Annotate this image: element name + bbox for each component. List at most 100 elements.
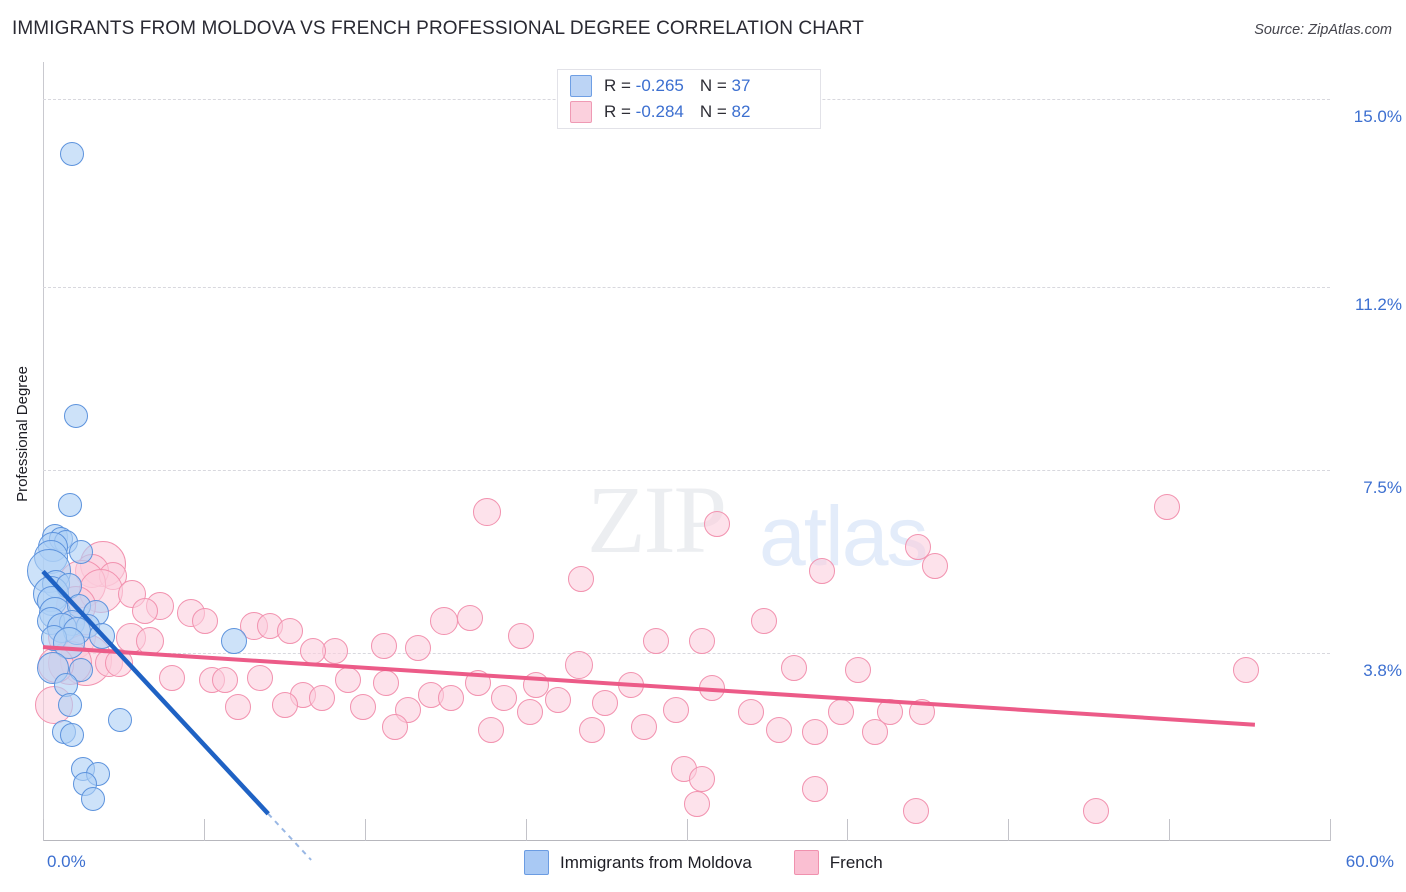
data-point[interactable]	[108, 707, 133, 732]
x-axis-tick	[204, 819, 205, 841]
trend-lines-layer	[41, 569, 1256, 861]
x-axis-min-label: 0.0%	[47, 852, 86, 871]
data-point[interactable]	[591, 689, 618, 716]
data-point[interactable]	[68, 539, 93, 564]
data-point[interactable]	[478, 716, 505, 743]
data-point[interactable]	[684, 790, 711, 817]
data-point[interactable]	[568, 565, 595, 592]
trend-line-moldova	[41, 569, 270, 816]
data-point[interactable]	[750, 607, 777, 634]
data-point[interactable]	[57, 492, 82, 517]
series-legend: Immigrants from Moldova French	[524, 850, 925, 875]
source-attribution: Source: ZipAtlas.com	[1254, 22, 1392, 38]
plot-area: ZIP atlas	[27, 62, 1331, 861]
gridline	[43, 470, 1330, 472]
data-point[interactable]	[508, 622, 535, 649]
data-point[interactable]	[491, 684, 518, 711]
data-point[interactable]	[381, 714, 408, 741]
data-point[interactable]	[81, 786, 106, 811]
data-point[interactable]	[765, 716, 792, 743]
x-axis-tick	[847, 819, 848, 841]
data-point[interactable]	[300, 637, 327, 664]
data-point[interactable]	[579, 716, 606, 743]
data-point[interactable]	[430, 606, 459, 635]
data-point[interactable]	[1083, 798, 1110, 825]
stats-r-value-french: -0.284	[635, 102, 684, 121]
data-point[interactable]	[276, 617, 303, 644]
page-title: IMMIGRANTS FROM MOLDOVA VS FRENCH PROFES…	[12, 18, 864, 39]
data-point[interactable]	[643, 627, 670, 654]
legend-swatch-french	[793, 850, 819, 875]
data-point[interactable]	[394, 696, 421, 723]
stats-swatch-french	[570, 101, 592, 123]
data-point[interactable]	[136, 626, 165, 655]
y-axis-title: Professional Degree	[14, 366, 31, 502]
y-axis-tick-label: 15.0%	[1353, 107, 1402, 127]
stats-text-french: R = -0.284 N = 82	[604, 102, 751, 121]
stats-text-moldova: R = -0.265 N = 37	[604, 76, 751, 95]
stats-row-french: R = -0.284 N = 82	[570, 99, 750, 125]
data-point[interactable]	[544, 687, 571, 714]
data-point[interactable]	[688, 766, 715, 793]
data-point[interactable]	[630, 714, 657, 741]
x-axis-tick	[1169, 819, 1170, 841]
data-point[interactable]	[118, 579, 147, 608]
data-point[interactable]	[845, 657, 872, 684]
data-point[interactable]	[802, 719, 829, 746]
data-point[interactable]	[212, 667, 239, 694]
data-point[interactable]	[437, 684, 464, 711]
data-point[interactable]	[349, 694, 376, 721]
x-axis-tick	[365, 819, 366, 841]
x-axis-tick	[1008, 819, 1009, 841]
data-point[interactable]	[688, 627, 715, 654]
x-axis-tick	[526, 819, 527, 841]
stats-r-value-moldova: -0.265	[635, 76, 684, 95]
data-point[interactable]	[1233, 657, 1260, 684]
data-point[interactable]	[802, 776, 829, 803]
data-point[interactable]	[131, 598, 158, 624]
data-point[interactable]	[903, 798, 929, 825]
data-point[interactable]	[59, 722, 84, 747]
data-point[interactable]	[516, 699, 543, 726]
data-point[interactable]	[57, 692, 82, 717]
data-point[interactable]	[808, 558, 835, 585]
data-point[interactable]	[922, 553, 949, 580]
data-point[interactable]	[703, 511, 730, 538]
data-point[interactable]	[473, 498, 501, 527]
y-axis-tick-label: 7.5%	[1363, 478, 1402, 498]
data-point[interactable]	[272, 691, 299, 718]
stats-n-value-moldova: 37	[731, 76, 751, 95]
x-axis-line	[43, 840, 1330, 841]
data-point[interactable]	[662, 696, 689, 723]
data-point[interactable]	[456, 605, 483, 632]
data-point[interactable]	[220, 627, 247, 654]
data-point[interactable]	[225, 694, 252, 721]
data-point[interactable]	[565, 651, 594, 680]
data-point[interactable]	[191, 607, 218, 634]
data-point[interactable]	[59, 141, 84, 166]
data-point[interactable]	[737, 699, 764, 726]
data-point[interactable]	[405, 635, 432, 662]
y-axis-tick-label: 11.2%	[1355, 295, 1402, 315]
stats-n-value-french: 82	[731, 102, 751, 121]
data-point[interactable]	[1153, 494, 1180, 521]
data-point[interactable]	[371, 632, 398, 659]
trend-line-french	[42, 645, 1256, 727]
data-point[interactable]	[827, 699, 854, 726]
legend-label-moldova: Immigrants from Moldova	[560, 852, 752, 872]
x-axis-max-label: 60.0%	[1345, 852, 1394, 871]
data-point[interactable]	[780, 654, 807, 681]
data-point[interactable]	[64, 403, 89, 428]
legend-item-moldova[interactable]: Immigrants from Moldova	[524, 850, 752, 875]
legend-item-french[interactable]: French	[793, 850, 883, 875]
data-point[interactable]	[158, 664, 185, 691]
x-axis-tick	[43, 819, 44, 841]
gridline	[43, 287, 1330, 289]
data-point[interactable]	[308, 684, 335, 711]
y-axis-tick-label: 3.8%	[1363, 661, 1402, 681]
x-axis-tick	[687, 819, 688, 841]
gridline	[43, 653, 1330, 655]
data-point[interactable]	[246, 664, 273, 691]
data-point[interactable]	[862, 719, 889, 746]
